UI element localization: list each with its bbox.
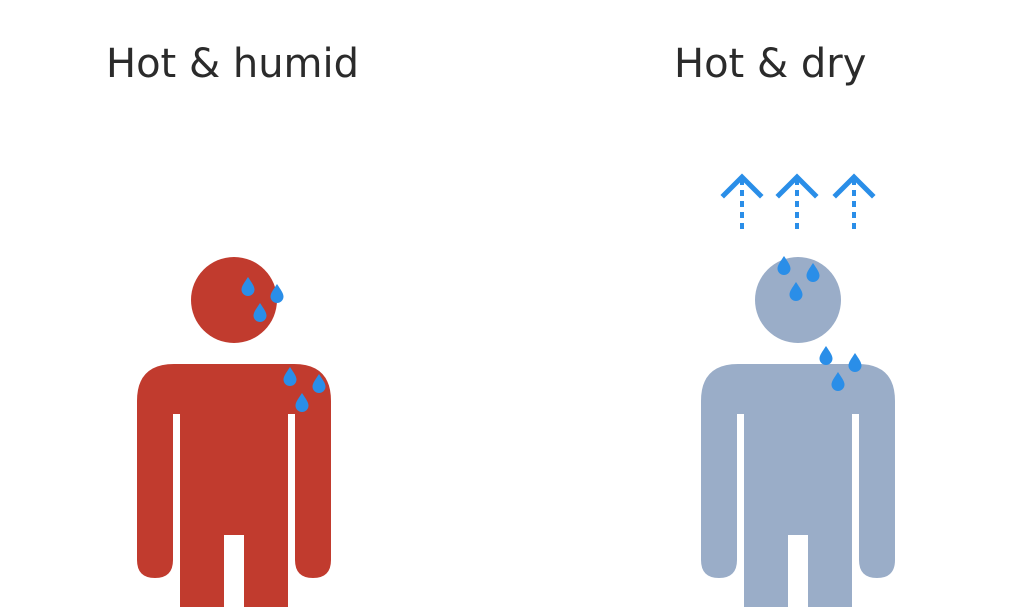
- sweat-drop-icon: [848, 353, 862, 372]
- person-icon-hot-humid: [137, 257, 331, 607]
- evaporation-arrows: [724, 177, 872, 233]
- sweat-drop-icon: [819, 346, 833, 365]
- panel-title-hot-humid: Hot & humid: [106, 41, 360, 87]
- evaporation-arrow-icon: [779, 177, 815, 233]
- evaporation-arrow-icon: [724, 177, 760, 233]
- person-icon-hot-dry: [701, 257, 895, 607]
- panel-title-hot-dry: Hot & dry: [674, 41, 867, 87]
- evaporation-arrow-icon: [836, 177, 872, 233]
